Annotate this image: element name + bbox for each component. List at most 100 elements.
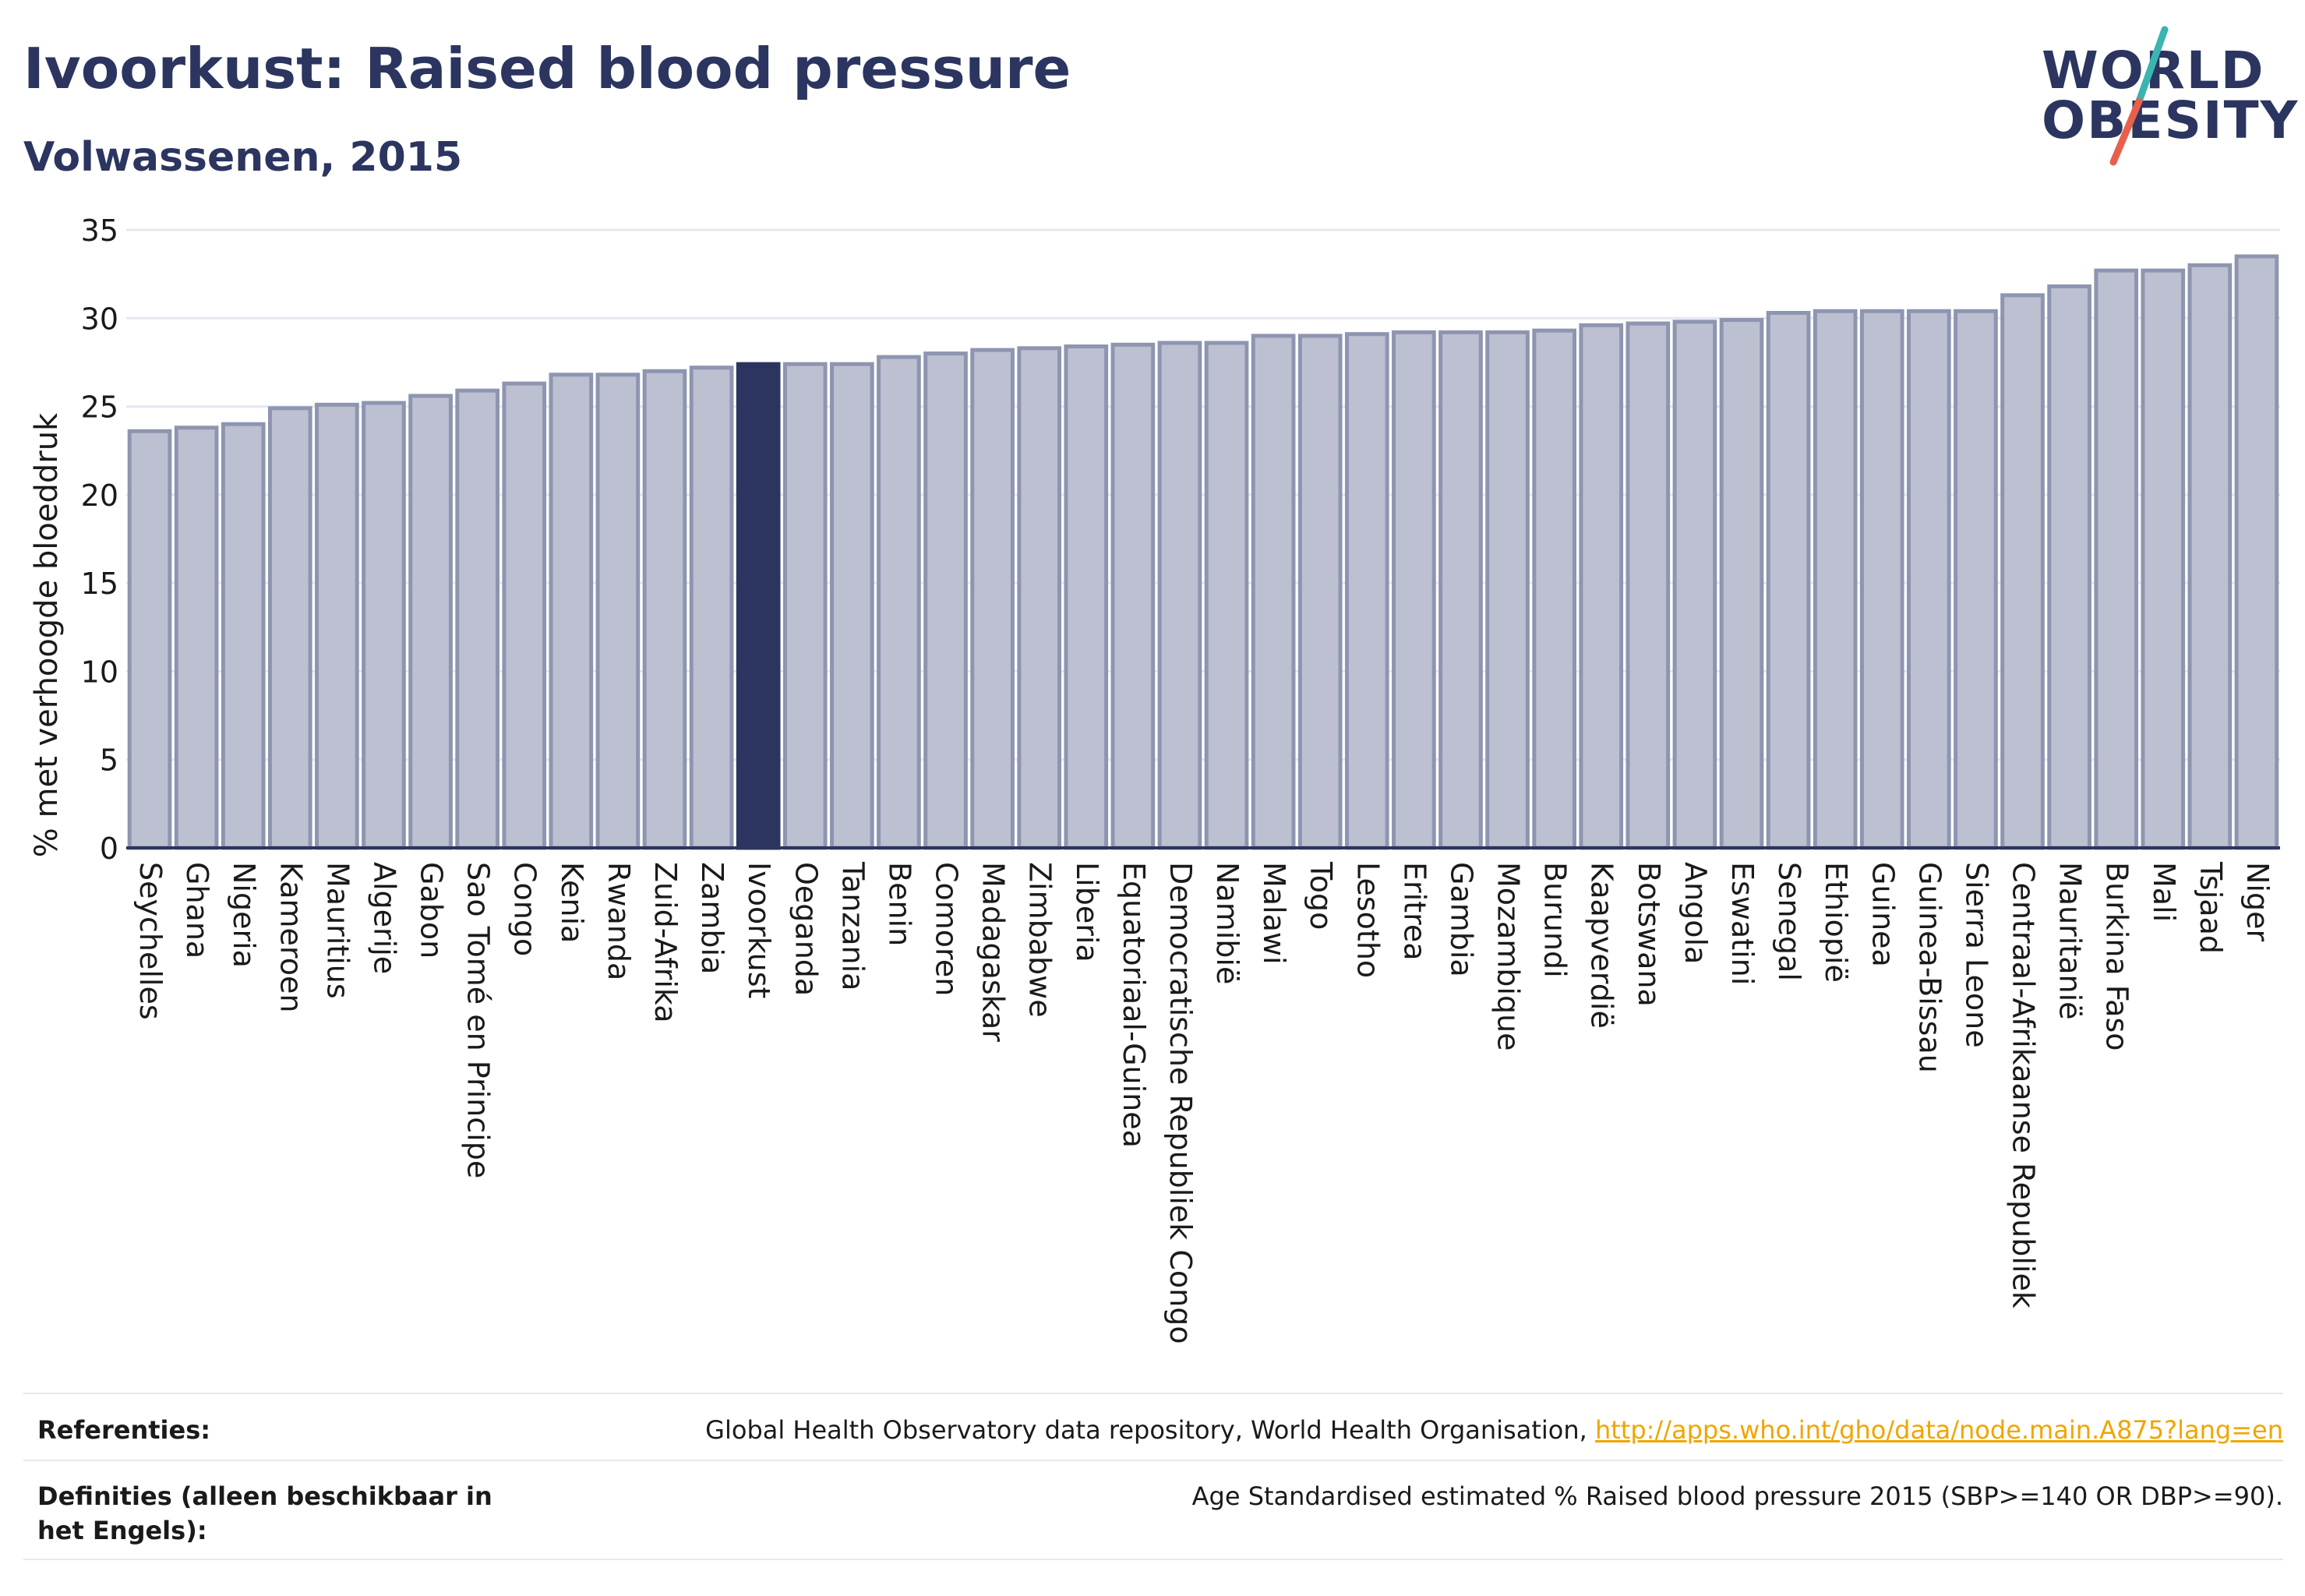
x-tick-label: Namibië bbox=[1210, 862, 1244, 984]
bar bbox=[1907, 309, 1951, 850]
x-tick-label: Nigeria bbox=[227, 862, 261, 968]
y-tick-label: 20 bbox=[81, 478, 118, 513]
x-tick-label: Mozambique bbox=[1491, 862, 1526, 1051]
x-tick-label: Guinea bbox=[1866, 862, 1900, 967]
bar bbox=[1204, 341, 1249, 850]
x-tick-label: Zambia bbox=[695, 862, 729, 974]
x-tick-label: Ghana bbox=[180, 862, 214, 959]
world-obesity-logo: WORLD OBESITY bbox=[2026, 23, 2297, 168]
x-tick-label: Kaapverdië bbox=[1585, 862, 1619, 1029]
x-tick-label: Burkina Faso bbox=[2100, 862, 2134, 1051]
bar bbox=[2234, 254, 2279, 850]
x-tick-label: Gambia bbox=[1444, 862, 1478, 977]
x-tick-label: Centraal-Afrikaanse Republiek bbox=[2007, 862, 2041, 1308]
bar bbox=[1626, 321, 1671, 850]
x-tick-label: Angola bbox=[1678, 862, 1713, 964]
bar bbox=[1485, 330, 1530, 850]
bar bbox=[2141, 268, 2186, 850]
bar bbox=[174, 425, 219, 850]
bar bbox=[362, 401, 406, 850]
bar bbox=[2000, 293, 2045, 850]
x-tick-label: Ethiopië bbox=[1819, 862, 1853, 983]
chart-title: Ivoorkust: Raised blood pressure bbox=[23, 36, 1071, 101]
bar bbox=[1438, 330, 1483, 850]
y-tick-label: 35 bbox=[81, 214, 118, 248]
y-tick-label: 30 bbox=[81, 302, 118, 336]
x-tick-label: Algerije bbox=[367, 862, 401, 974]
bar bbox=[1672, 320, 1717, 850]
bar bbox=[923, 351, 968, 850]
x-tick-label: Mali bbox=[2147, 862, 2181, 922]
bar bbox=[1813, 309, 1858, 850]
bar bbox=[315, 402, 359, 850]
footer-divider bbox=[23, 1460, 2283, 1461]
x-tick-label: Tanzania bbox=[835, 861, 870, 990]
x-tick-label: Togo bbox=[1304, 861, 1338, 930]
bar bbox=[1579, 323, 1624, 850]
x-tick-label: Lesotho bbox=[1350, 862, 1385, 978]
bar bbox=[1064, 344, 1109, 850]
x-tick-label: Mauritius bbox=[320, 862, 355, 999]
x-tick-label: Kenia bbox=[555, 862, 589, 943]
x-tick-label: Ivoorkust bbox=[742, 862, 776, 998]
x-tick-label: Guinea-Bissau bbox=[1912, 862, 1947, 1073]
references-link[interactable]: http://apps.who.int/gho/data/node.main.A… bbox=[1594, 1415, 2283, 1445]
footer-divider bbox=[23, 1559, 2283, 1560]
y-tick-label: 5 bbox=[100, 743, 118, 778]
x-tick-label: Burundi bbox=[1538, 862, 1573, 978]
bar bbox=[782, 362, 828, 850]
x-tick-label: Liberia bbox=[1070, 862, 1104, 962]
bar bbox=[408, 394, 453, 850]
x-tick-label: Gabon bbox=[415, 862, 449, 959]
bar bbox=[1719, 318, 1764, 850]
bar bbox=[970, 348, 1015, 850]
x-tick-label: Eritrea bbox=[1397, 862, 1431, 961]
x-tick-label: Botswana bbox=[1632, 862, 1666, 1007]
bar bbox=[1157, 341, 1202, 850]
x-tick-label: Seychelles bbox=[133, 862, 168, 1020]
x-tick-label: Malawi bbox=[1257, 862, 1291, 965]
bar bbox=[549, 373, 594, 850]
bar-highlight bbox=[736, 362, 781, 850]
bar bbox=[127, 429, 172, 850]
y-tick-label: 10 bbox=[81, 655, 118, 689]
bar bbox=[1017, 346, 1062, 850]
bar bbox=[455, 388, 499, 850]
x-tick-label: Equatoriaal-Guinea bbox=[1117, 862, 1151, 1148]
bar bbox=[830, 362, 874, 850]
bar bbox=[2187, 263, 2233, 850]
bar bbox=[642, 369, 687, 850]
x-tick-label: Congo bbox=[508, 862, 542, 956]
x-tick-label: Democratische Republiek Congo bbox=[1163, 862, 1198, 1344]
x-tick-label: Niger bbox=[2240, 862, 2275, 941]
logo-word-obesity: OBESITY bbox=[2042, 90, 2300, 150]
bar bbox=[689, 365, 734, 850]
y-tick-label: 0 bbox=[100, 832, 118, 866]
x-tick-label: Rwanda bbox=[602, 862, 636, 980]
chart-subtitle: Volwassenen, 2015 bbox=[23, 134, 463, 181]
bar bbox=[595, 373, 641, 850]
bar bbox=[1297, 334, 1343, 850]
bar bbox=[1532, 328, 1576, 850]
bar bbox=[1859, 309, 1904, 850]
x-tick-label: Benin bbox=[882, 862, 916, 946]
x-tick-label: Zuid-Afrika bbox=[648, 862, 683, 1023]
references-value: Global Health Observatory data repositor… bbox=[705, 1413, 2283, 1447]
x-tick-label: Madagaskar bbox=[976, 862, 1011, 1042]
x-tick-label: Kameroen bbox=[274, 862, 308, 1012]
x-tick-label: Mauritanië bbox=[2053, 862, 2088, 1020]
x-tick-label: Tsjaad bbox=[2194, 861, 2228, 954]
x-tick-label: Eswatini bbox=[1725, 862, 1760, 985]
bar bbox=[1766, 310, 1811, 850]
y-tick-label: 15 bbox=[81, 567, 118, 601]
bar bbox=[2094, 268, 2139, 850]
x-tick-label: Sierra Leone bbox=[1959, 862, 1993, 1048]
bar bbox=[877, 355, 921, 850]
x-tick-label: Zimbabwe bbox=[1023, 862, 1057, 1018]
y-tick-label: 25 bbox=[81, 390, 118, 425]
x-tick-label: Comoren bbox=[930, 862, 964, 996]
references-text: Global Health Observatory data repositor… bbox=[705, 1415, 1595, 1445]
bar bbox=[2047, 284, 2091, 850]
footer-divider bbox=[23, 1393, 2283, 1394]
bar bbox=[1392, 330, 1436, 850]
